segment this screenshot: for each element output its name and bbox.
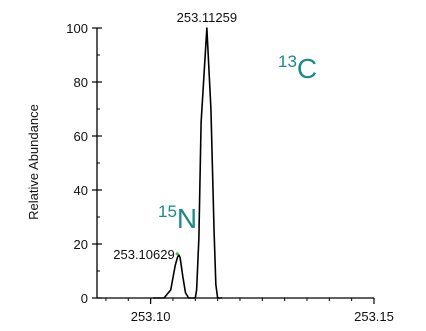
y-tick-label: 80 [74, 75, 88, 90]
y-axis-title: Relative Abundance [26, 104, 41, 220]
y-tick-label: 0 [81, 291, 88, 306]
y-axis: 0 20 40 60 80 100 [66, 21, 102, 306]
y-tick-label: 20 [74, 237, 88, 252]
peak-label-major: 253.11259 [177, 10, 238, 25]
peak-marker [175, 252, 179, 256]
y-tick-label: 40 [74, 183, 88, 198]
spectrum-line [152, 27, 223, 299]
isotope-15n-element: N [177, 203, 197, 234]
isotope-13c-mass-number: 13 [278, 52, 297, 71]
y-tick-label: 60 [74, 129, 88, 144]
x-tick-label: 253.15 [354, 309, 394, 324]
isotope-label-13c: 13C [278, 52, 317, 84]
series-layer [152, 27, 223, 299]
isotope-15n-mass-number: 15 [158, 202, 177, 221]
isotope-labels: 13C 15N [158, 52, 317, 234]
isotope-13c-element: C [297, 53, 317, 84]
x-tick-label: 253.10 [131, 309, 171, 324]
y-tick-label: 100 [66, 21, 88, 36]
isotope-label-15n: 15N [158, 202, 197, 234]
x-axis: 253.10 253.15 [97, 297, 394, 324]
peak-label-minor: 253.10629 [113, 247, 174, 262]
peak-labels: 253.11259 253.10629 [113, 10, 237, 262]
